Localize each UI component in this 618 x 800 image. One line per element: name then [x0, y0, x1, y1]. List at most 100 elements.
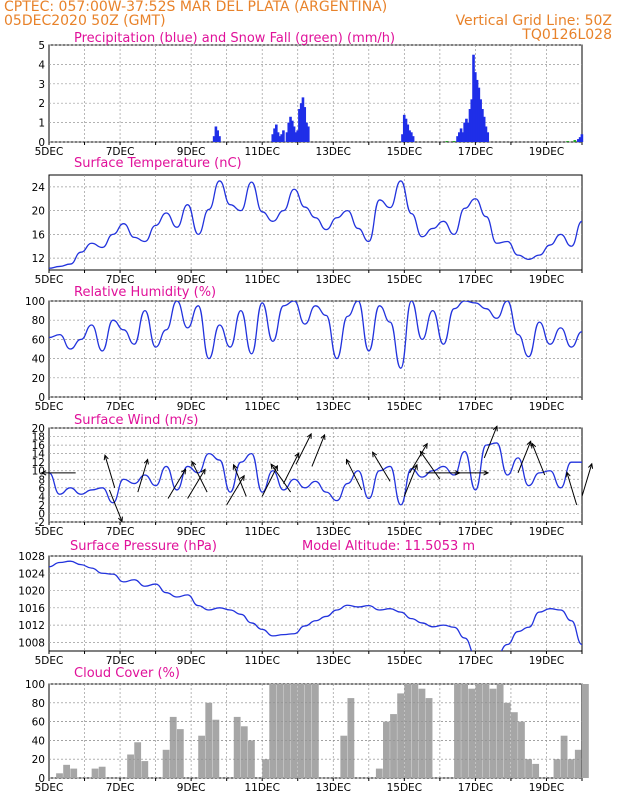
cloud-bar — [525, 759, 532, 778]
x-tick-label: 13DEC — [316, 146, 351, 158]
precip-bar — [282, 130, 285, 142]
precip-bar — [299, 103, 303, 142]
cloud-bar — [503, 702, 511, 778]
header-grid-note: Vertical Grid Line: 50Z — [455, 13, 612, 29]
snow-bar — [452, 141, 456, 143]
cloud-bar — [205, 702, 213, 778]
y-tick-label: 0 — [38, 773, 45, 785]
y-tick-label: 60 — [32, 334, 45, 346]
y-tick-label: 0 — [38, 137, 45, 149]
y-tick-label: 10 — [32, 466, 45, 478]
precip-bar — [301, 97, 305, 142]
wind-arrow-head — [320, 433, 326, 440]
precip-bar — [401, 134, 404, 142]
cloud-bar — [411, 684, 419, 778]
precip-bar — [287, 122, 291, 142]
wind-arrow — [409, 443, 428, 474]
wind-arrow-head — [306, 432, 312, 439]
wind-arrow-head — [40, 470, 47, 476]
y-tick-label: 40 — [32, 354, 45, 366]
x-tick-label: 17DEC — [458, 146, 493, 158]
y-tick-label: 3 — [38, 79, 45, 91]
cloud-bar — [496, 684, 504, 778]
panel-6: 0 20 40 60 80 100 5DEC 7DEC 9DEC 11DEC 13DEC 15DEC 1… — [25, 666, 589, 794]
series-line — [49, 301, 582, 369]
cloud-bar — [518, 721, 525, 778]
panel-frame — [48, 555, 583, 652]
y-tick-label: 100 — [25, 679, 45, 691]
wind-arrow-head — [345, 458, 351, 465]
precip-bar — [406, 124, 410, 142]
x-tick-label: 15DEC — [387, 526, 422, 538]
panel-frame — [48, 427, 583, 523]
y-tick-label: 6 — [38, 483, 45, 495]
wind-arrow — [581, 463, 593, 497]
wind-arrow — [295, 433, 312, 465]
precip-bar — [463, 122, 466, 142]
x-tick-label: 11DEC — [244, 782, 279, 794]
precip-bar — [411, 136, 415, 142]
cloud-bar — [489, 688, 497, 778]
cloud-bar — [574, 749, 582, 778]
cloud-bar — [582, 684, 589, 778]
precip-bar — [294, 132, 298, 142]
precip-bar — [481, 109, 484, 142]
header-model-code: TQ0126L028 — [522, 27, 612, 43]
series-line — [49, 560, 582, 651]
precip-bar — [216, 130, 219, 142]
y-tick-label: 24 — [32, 182, 46, 194]
cloud-bar — [304, 684, 312, 778]
x-tick-label: 11DEC — [244, 655, 279, 667]
x-tick-label: 15DEC — [387, 401, 422, 413]
wind-arrow — [372, 451, 391, 482]
wind-arrow — [167, 469, 186, 499]
panel-frame — [48, 44, 583, 143]
cloud-bar — [560, 735, 568, 778]
y-tick-label: 1016 — [18, 603, 45, 615]
precip-bar — [303, 107, 307, 142]
panel-title: Relative Humidity (%) — [74, 285, 216, 300]
y-tick-label: 8 — [38, 474, 45, 486]
y-tick-label: 12 — [32, 253, 45, 265]
cloud-bar — [127, 754, 134, 778]
cloud-bar — [169, 716, 177, 778]
cloud-bar — [347, 698, 355, 778]
x-tick-label: 17DEC — [458, 782, 493, 794]
precip-bar — [296, 130, 299, 142]
panel-5: 1008 1012 1016 1020 1024 1028 5DEC 7DEC 9DEC 11DE… — [18, 539, 583, 667]
y-tick-label: 2 — [38, 98, 45, 110]
snow-bar — [566, 141, 569, 143]
cloud-bar — [461, 684, 468, 778]
wind-arrow — [108, 489, 123, 522]
cloud-bar — [63, 764, 71, 778]
wind-arrow-head — [273, 464, 278, 471]
precip-bar — [291, 120, 294, 142]
x-tick-label: 19DEC — [529, 401, 564, 413]
wind-arrow-head — [565, 471, 571, 478]
wind-arrow — [270, 463, 292, 493]
cloud-bar — [212, 719, 220, 778]
panel-2: 12 16 20 24 5DEC 7DEC 9DEC 11DEC 13DEC 15DEC 17DEC… — [32, 156, 583, 286]
cloud-bar — [425, 698, 433, 778]
x-tick-label: 5DEC — [35, 782, 64, 794]
precip-bar — [486, 132, 490, 142]
cloud-bar — [475, 684, 483, 778]
y-tick-label: 20 — [32, 373, 45, 385]
wind-arrow-head — [531, 442, 537, 449]
cloud-bar — [532, 763, 540, 778]
wind-arrow-head — [588, 462, 594, 469]
precip-bar — [456, 136, 459, 142]
precip-bar — [404, 118, 408, 142]
header-line1: CPTEC: 057:00W-37:52S MAR DEL PLATA (ARG… — [4, 0, 388, 15]
cloud-bar — [375, 768, 383, 778]
x-tick-label: 7DEC — [106, 146, 135, 158]
y-tick-label: 1024 — [18, 568, 45, 580]
panel-title: Surface Temperature (nC) — [74, 156, 242, 171]
precip-bar — [214, 126, 218, 142]
cloud-bar — [269, 684, 277, 778]
wind-arrow-head — [412, 463, 418, 470]
wind-arrow — [531, 443, 546, 476]
panel-subtitle: Model Altitude: 11.5053 m — [302, 539, 475, 554]
cloud-bar — [468, 688, 476, 778]
